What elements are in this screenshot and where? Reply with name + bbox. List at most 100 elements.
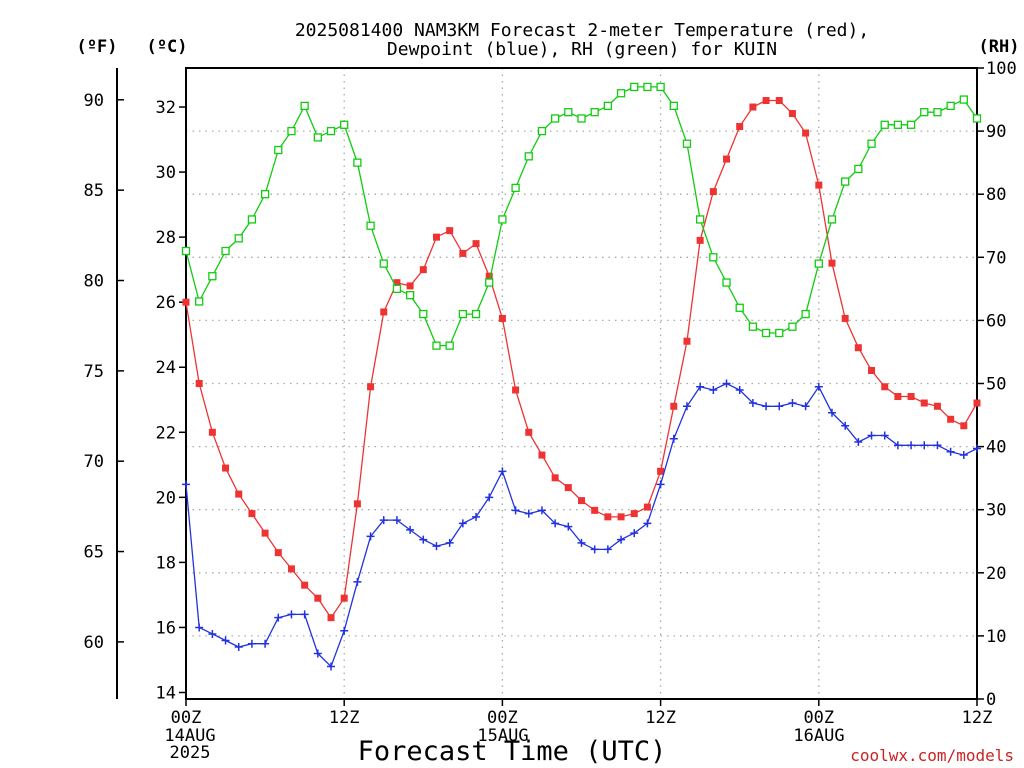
dewpoint-point	[511, 506, 520, 515]
date-label-15aug: 15AUG	[477, 726, 528, 746]
dewpoint-point	[827, 408, 836, 417]
dewpoint-point	[537, 506, 546, 515]
rh-point	[630, 82, 639, 92]
dewpoint-point	[603, 545, 612, 554]
dewpoint-point	[432, 542, 441, 551]
rh-tick-label: 40	[986, 438, 1006, 458]
dewpoint-point	[247, 639, 256, 648]
rh-tick-label: 30	[986, 501, 1006, 521]
rh-point	[300, 101, 309, 111]
series-filled-square	[182, 97, 981, 622]
dewpoint-point	[854, 438, 863, 447]
dewpoint-point	[630, 529, 639, 538]
dewpoint-point	[959, 451, 968, 460]
rh-point	[920, 108, 929, 117]
x-tick-label: 12Z	[329, 708, 360, 728]
series-layer	[181, 82, 982, 671]
rh-point	[814, 259, 823, 268]
rh-tick-label: 60	[986, 311, 1006, 331]
celsius-tick-label: 16	[156, 618, 176, 638]
dewpoint-point	[406, 525, 415, 534]
credit-link[interactable]: coolwx.com/models	[850, 746, 1014, 765]
celsius-tick-label: 22	[156, 423, 176, 443]
date-label-14aug: 14AUG	[164, 726, 215, 746]
temperature-point	[630, 510, 638, 518]
temperature-point	[617, 513, 625, 521]
fahrenheit-tick-label: 60	[84, 633, 104, 653]
rh-point	[854, 164, 863, 174]
rh-point	[933, 108, 942, 117]
rh-point	[287, 126, 296, 136]
temperature-point	[881, 383, 889, 391]
rh-point	[511, 183, 520, 193]
dewpoint-point	[498, 467, 507, 476]
rh-point	[419, 309, 428, 319]
dewpoint-point	[353, 577, 362, 586]
rh-tick-label: 50	[986, 375, 1006, 395]
temperature-point	[472, 240, 480, 248]
rh-point	[682, 139, 692, 148]
rh-point	[432, 341, 441, 350]
rh-tick-label: 10	[986, 627, 1006, 647]
x-tick-label: 12Z	[645, 708, 676, 728]
dewpoint-point	[643, 519, 652, 528]
dewpoint-point	[208, 629, 217, 638]
temperature-point	[933, 402, 941, 410]
rh-point	[906, 120, 916, 129]
temperature-point	[657, 467, 665, 475]
dewpoint-point	[669, 434, 678, 443]
dewpoint-point	[274, 613, 283, 622]
x-tick-label: 00Z	[803, 708, 834, 728]
temperature-point	[314, 594, 322, 602]
rh-point	[867, 139, 876, 148]
temperature-point	[828, 259, 836, 267]
temperature-point	[498, 314, 506, 322]
celsius-tick-label: 18	[156, 553, 176, 573]
dewpoint-point	[458, 519, 467, 528]
rh-point	[972, 114, 982, 123]
axes: 00Z 12Z 00Z 12Z 00Z 12Z0102030405060708090100…	[84, 59, 1017, 728]
rh-point	[788, 322, 797, 331]
dewpoint-point	[841, 421, 850, 430]
dewpoint-point	[313, 649, 322, 658]
series-open-square	[181, 82, 982, 350]
rh-point	[577, 114, 586, 123]
temperature-point	[525, 428, 533, 436]
celsius-tick-label: 28	[156, 228, 176, 248]
celsius-tick-label: 14	[156, 683, 176, 703]
rh-point	[775, 328, 784, 338]
celsius-tick-label: 20	[156, 488, 176, 508]
dewpoint-point	[445, 538, 454, 547]
rh-tick-label: 90	[986, 122, 1006, 142]
temperature-point	[973, 399, 981, 407]
rh-point	[313, 133, 322, 142]
rh-point	[537, 126, 547, 136]
rh-point	[643, 82, 652, 92]
rh-point	[550, 114, 560, 123]
chart-title-line-1: 2025081400 NAM3KM Forecast 2-meter Tempe…	[295, 20, 869, 41]
rh-point	[353, 158, 362, 167]
dewpoint-point	[867, 431, 876, 440]
temperature-point	[406, 282, 414, 290]
rh-point	[445, 341, 454, 350]
temperature-point	[538, 451, 546, 459]
rh-point	[959, 95, 968, 104]
dewpoint-point	[973, 444, 981, 453]
dewpoint-point	[577, 538, 586, 547]
dewpoint-point	[748, 399, 757, 408]
plot-frame	[185, 67, 978, 700]
temperature-point	[604, 513, 612, 521]
rh-point	[603, 101, 613, 111]
temperature-point	[393, 279, 401, 287]
series-plus	[182, 379, 981, 671]
temperature-point	[907, 393, 915, 401]
rh-point	[458, 309, 468, 319]
rh-tick-label: 0	[986, 690, 996, 710]
rh-point	[735, 303, 744, 312]
rh-point	[392, 284, 402, 294]
dewpoint-point	[221, 636, 230, 645]
rh-point	[221, 246, 230, 256]
celsius-tick-label: 32	[156, 98, 176, 118]
rh-point	[326, 126, 336, 136]
temperature-point	[287, 565, 295, 573]
